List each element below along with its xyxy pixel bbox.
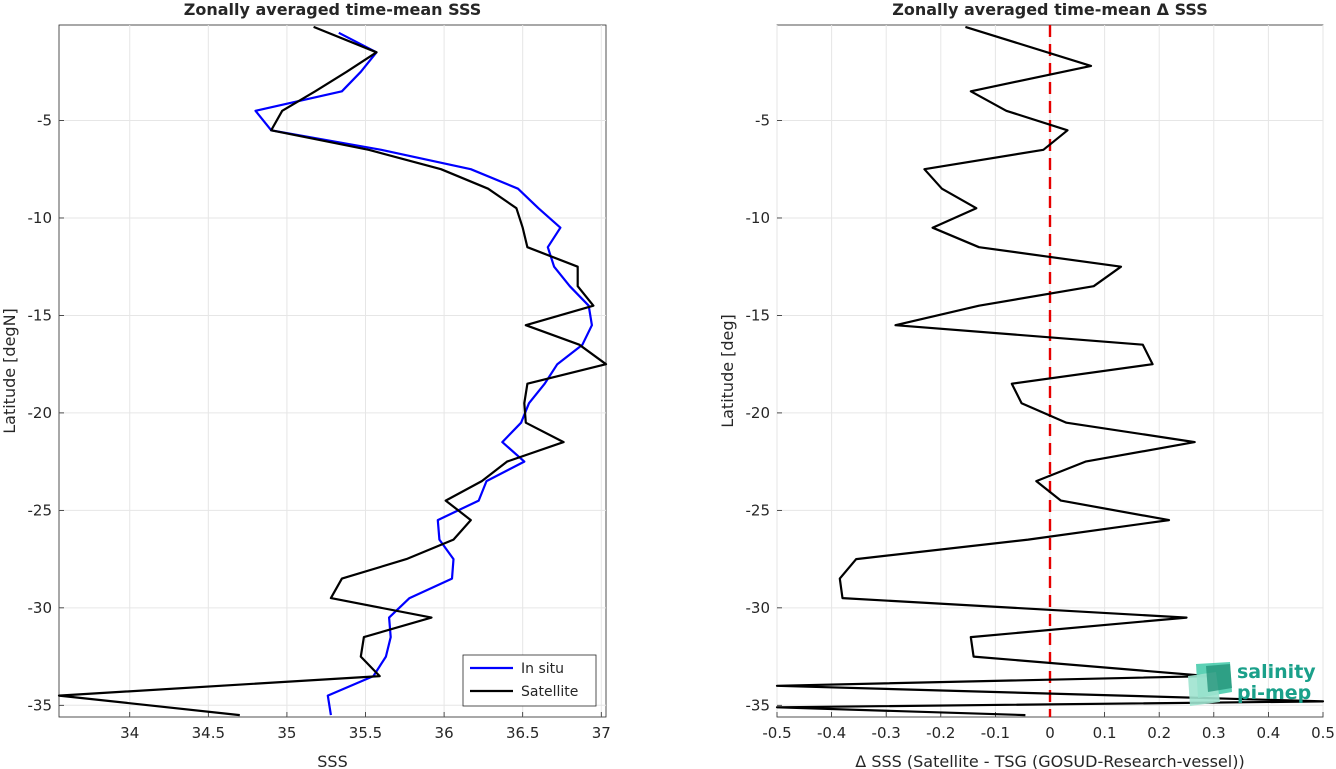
sss-y-tick-label: -25 <box>28 501 53 519</box>
sss-x-tick-label: 34.5 <box>192 724 225 742</box>
sss-y-tick-label: -20 <box>28 404 53 422</box>
delta-x-tick-label: -0.2 <box>926 724 955 742</box>
sss-series-lines <box>57 25 608 717</box>
delta-series-lines <box>775 25 1325 717</box>
delta-y-tick-label: -20 <box>746 404 771 422</box>
delta-sss-panel: -0.5 -0.4 -0.3 -0.2 -0.1 0 0.1 0.2 0.3 0.4 0.5 -5-… <box>718 0 1335 769</box>
delta-chart-title: Zonally averaged time-mean Δ SSS <box>892 0 1208 19</box>
delta-x-tick-label: -0.4 <box>817 724 846 742</box>
delta-y-tick-label: -30 <box>746 599 771 617</box>
sss-y-tick-label: -10 <box>28 209 53 227</box>
delta-y-tick-label: -35 <box>746 696 771 714</box>
sss-x-tick-label: 35 <box>277 724 296 742</box>
delta-x-tick-label: -0.5 <box>762 724 791 742</box>
delta-x-tick-label: -0.1 <box>981 724 1010 742</box>
sss-panel: 34 34.5 35 35.5 36 36.5 37 -5 -10 -15 -20 -25 -30 -3… <box>0 0 611 769</box>
delta-y-tick-label: -5 <box>755 112 770 130</box>
series-line-delta-sss <box>775 25 1325 717</box>
delta-y-tick-label: -10 <box>746 209 771 227</box>
sss-legend: In situ Satellite <box>462 654 597 707</box>
sss-x-axis-label: SSS <box>317 752 347 769</box>
sss-y-axis-label: Latitude [degN] <box>0 308 19 434</box>
sss-plot-area <box>58 24 607 718</box>
delta-x-tick-label: 0.1 <box>1093 724 1117 742</box>
legend-box <box>462 654 597 707</box>
delta-y-axis-label: Latitude [deg] <box>718 314 737 428</box>
delta-x-tick-label: 0.5 <box>1311 724 1335 742</box>
sss-y-tick-label: -35 <box>28 696 53 714</box>
delta-y-tick-label: -25 <box>746 501 771 519</box>
legend-satellite-label: Satellite <box>521 684 578 700</box>
delta-x-tick-label: 0.3 <box>1202 724 1226 742</box>
sss-y-tick-label: -5 <box>37 112 52 130</box>
sss-x-tick-label: 35.5 <box>349 724 382 742</box>
sss-x-tick-label: 36.5 <box>506 724 539 742</box>
delta-y-tick-label: -15 <box>746 306 771 324</box>
delta-x-tick-label: 0 <box>1045 724 1055 742</box>
sss-y-ticks: -5 -10 -15 -20 -25 -30 -35 <box>28 112 64 714</box>
sss-chart-title: Zonally averaged time-mean SSS <box>184 0 482 19</box>
salinity-pi-mep-logo: salinity pi-mep <box>1188 661 1316 706</box>
logo-text-salinity: salinity <box>1237 661 1316 683</box>
delta-x-tick-label: -0.3 <box>872 724 901 742</box>
series-line-satellite <box>57 25 608 717</box>
series-line-in-situ <box>254 31 594 716</box>
logo-text-pi-mep: pi-mep <box>1237 682 1311 704</box>
delta-x-axis-label: Δ SSS (Satellite - TSG (GOSUD-Research-v… <box>855 752 1244 769</box>
sss-x-ticks: 34 34.5 35 35.5 36 36.5 37 <box>120 712 611 742</box>
delta-x-tick-label: 0.4 <box>1256 724 1280 742</box>
delta-y-ticks: -5 -10 -15 -20 -25 -30 -35 <box>746 112 782 714</box>
sss-y-tick-label: -15 <box>28 306 53 324</box>
delta-x-ticks: -0.5 -0.4 -0.3 -0.2 -0.1 0 0.1 0.2 0.3 0.4 0.5 <box>762 712 1335 742</box>
logo-wave-dark-icon <box>1206 664 1232 692</box>
sss-x-tick-label: 34 <box>120 724 139 742</box>
legend-in-situ-label: In situ <box>521 661 564 677</box>
sss-x-tick-label: 36 <box>435 724 454 742</box>
sss-x-tick-label: 37 <box>592 724 611 742</box>
delta-x-tick-label: 0.2 <box>1147 724 1171 742</box>
sss-y-tick-label: -30 <box>28 599 53 617</box>
